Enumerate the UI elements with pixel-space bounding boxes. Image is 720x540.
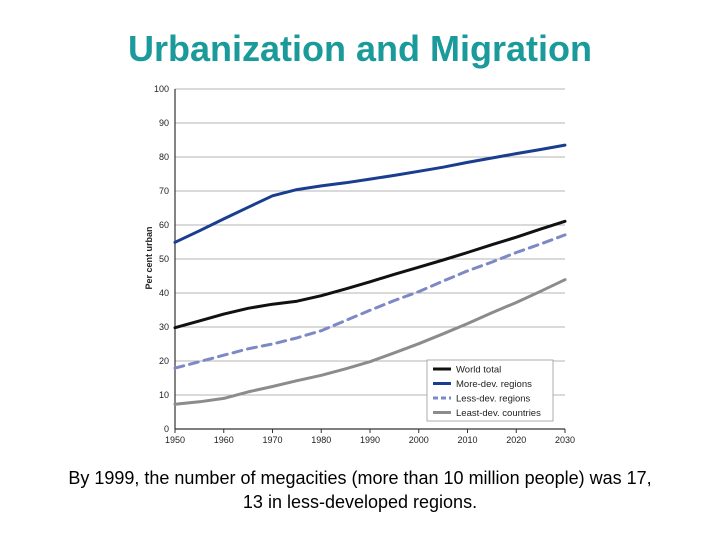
- y-tick-label: 40: [159, 288, 169, 298]
- series-lines: [173, 143, 567, 406]
- y-tick-label: 60: [159, 220, 169, 230]
- y-tick-label: 80: [159, 152, 169, 162]
- series-line-4: [173, 278, 567, 406]
- legend: World total More-dev. regions Less-dev. re…: [426, 359, 554, 422]
- x-tick-label: 1960: [214, 435, 234, 445]
- y-tick-label: 100: [154, 84, 169, 94]
- series-line-2: [173, 143, 567, 244]
- x-tick-label: 1950: [165, 435, 185, 445]
- y-tick-label: 70: [159, 186, 169, 196]
- y-tick-label: 30: [159, 322, 169, 332]
- y-tick-label: 0: [164, 424, 169, 434]
- y-tick-label: 20: [159, 356, 169, 366]
- page-title: Urbanization and Migration: [128, 28, 592, 69]
- caption-line-2: 13 in less-developed regions.: [242, 492, 478, 512]
- y-axis-label: Per cent urban: [144, 226, 154, 289]
- legend-entry: Less-dev. regions: [456, 394, 531, 405]
- caption-line-1: By 1999, the number of megacities (more …: [68, 468, 652, 488]
- legend-entry: World total: [456, 365, 501, 376]
- x-tick-label: 2010: [457, 435, 477, 445]
- series-line-3: [173, 233, 567, 370]
- y-tick-label: 10: [159, 390, 169, 400]
- series-line-1: [173, 219, 567, 330]
- x-tick-label: 2030: [555, 435, 575, 445]
- y-tick-label: 90: [159, 118, 169, 128]
- x-tick-label: 1990: [360, 435, 380, 445]
- y-tick-label: 50: [159, 254, 169, 264]
- legend-entry: Least-dev. countries: [456, 408, 541, 419]
- x-tick-label: 1970: [262, 435, 282, 445]
- x-tick-label: 2000: [409, 435, 429, 445]
- x-tick-label: 2020: [506, 435, 526, 445]
- x-tick-label: 1980: [311, 435, 331, 445]
- legend-entry: More-dev. regions: [456, 379, 532, 390]
- y-tick-labels: 0 10 20 30 40 50 60 70 80 90 100: [154, 84, 169, 434]
- x-tick-labels: 1950 1960 1970 1980 1990 2000 2010 2020 2030: [165, 429, 575, 445]
- caption: By 1999, the number of megacities (more …: [20, 466, 700, 514]
